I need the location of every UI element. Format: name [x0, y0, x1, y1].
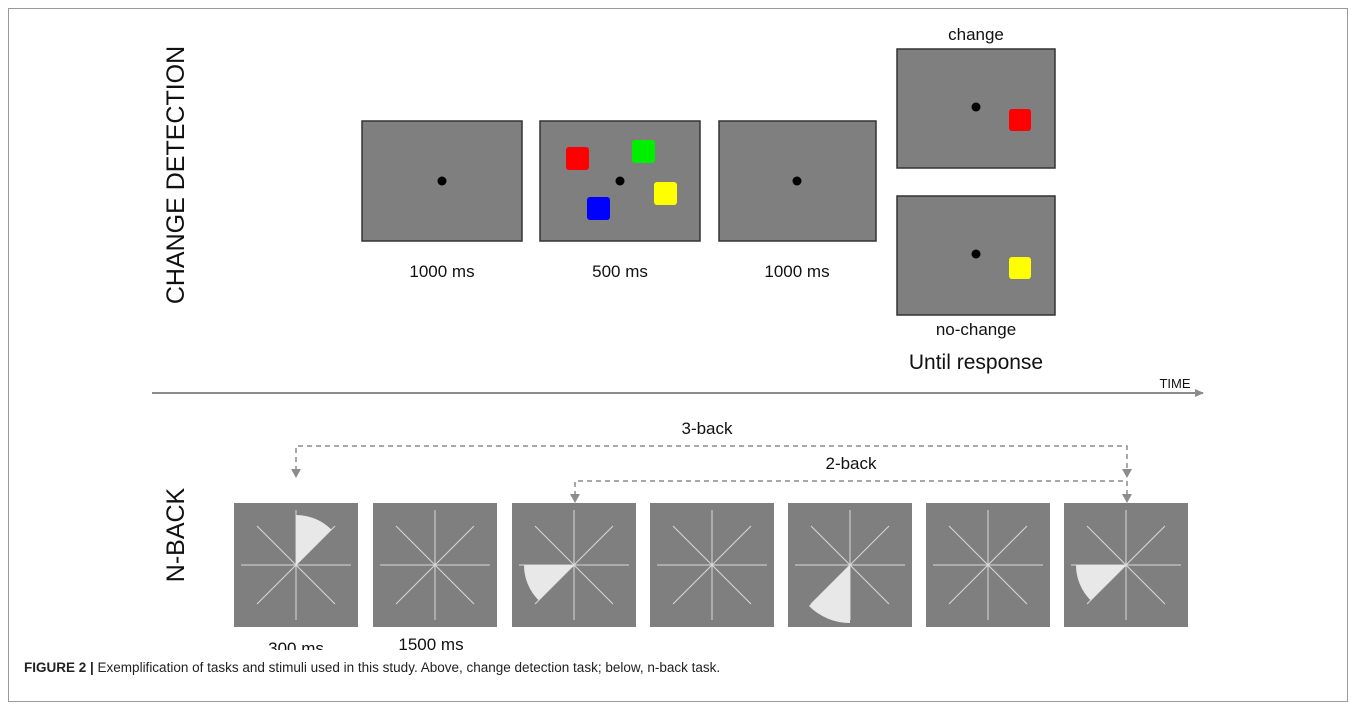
connector-3-back-label: 3-back: [681, 419, 733, 438]
n-back-frame-3: [512, 503, 636, 627]
memory-square-red: [566, 147, 589, 170]
cd-frame-retention: [718, 120, 877, 242]
figure-caption-text: Exemplification of tasks and stimuli use…: [93, 660, 721, 675]
sector-top-right: [296, 514, 332, 565]
cd-frame-test-change: [896, 48, 1056, 169]
connector-2-back-label: 2-back: [825, 454, 877, 473]
connector-2-back: [570, 480, 1132, 503]
connector-3-back: [291, 445, 1132, 478]
n-back-title: N-BACK: [162, 487, 190, 582]
test-no-change-label: no-change: [936, 320, 1016, 339]
memory-square-blue: [587, 197, 610, 220]
time-axis-label: TIME: [1159, 376, 1190, 391]
memory-square-green: [632, 140, 655, 163]
figure-caption-label: FIGURE 2 |: [24, 660, 94, 675]
change-detection-title: CHANGE DETECTION: [162, 46, 190, 304]
fixation-dot: [792, 176, 802, 186]
fixation-dot: [971, 249, 981, 259]
test-change-label: change: [948, 25, 1004, 44]
cd-frame-test-no-change: [896, 195, 1056, 316]
fixation-dot: [437, 176, 447, 186]
cd-frame-memory-array: [539, 120, 701, 242]
test-square-yellow: [1009, 257, 1031, 279]
test-duration: Until response: [909, 351, 1043, 374]
sector-lower-left: [524, 565, 574, 601]
n-back-frame-6: [926, 503, 1050, 627]
n-back-frame-1: [234, 503, 358, 627]
test-square-red: [1009, 109, 1031, 131]
cd-duration-2: 500 ms: [592, 262, 648, 281]
sector-bottom-left: [808, 565, 850, 623]
fixation-dot: [615, 176, 625, 186]
n-back-frame-7: [1064, 503, 1188, 627]
cd-frame-fixation-1: [361, 120, 523, 242]
cd-duration-1: 1000 ms: [409, 262, 474, 281]
figure-frame: [8, 8, 1348, 702]
figure-caption: FIGURE 2 | Exemplification of tasks and …: [24, 660, 720, 675]
n-back-duration-1: 300 ms: [268, 639, 324, 650]
fixation-dot: [971, 102, 981, 112]
task-diagram: CHANGE DETECTION N-BACK 1000 ms 500 ms 1…: [152, 25, 1204, 650]
sector-lower-left: [1076, 565, 1126, 601]
cd-duration-3: 1000 ms: [764, 262, 829, 281]
n-back-frame-4: [650, 503, 774, 627]
memory-square-yellow: [654, 182, 677, 205]
n-back-frame-2: [373, 503, 497, 627]
n-back-frame-5: [788, 503, 912, 627]
n-back-duration-2: 1500 ms: [398, 635, 463, 650]
